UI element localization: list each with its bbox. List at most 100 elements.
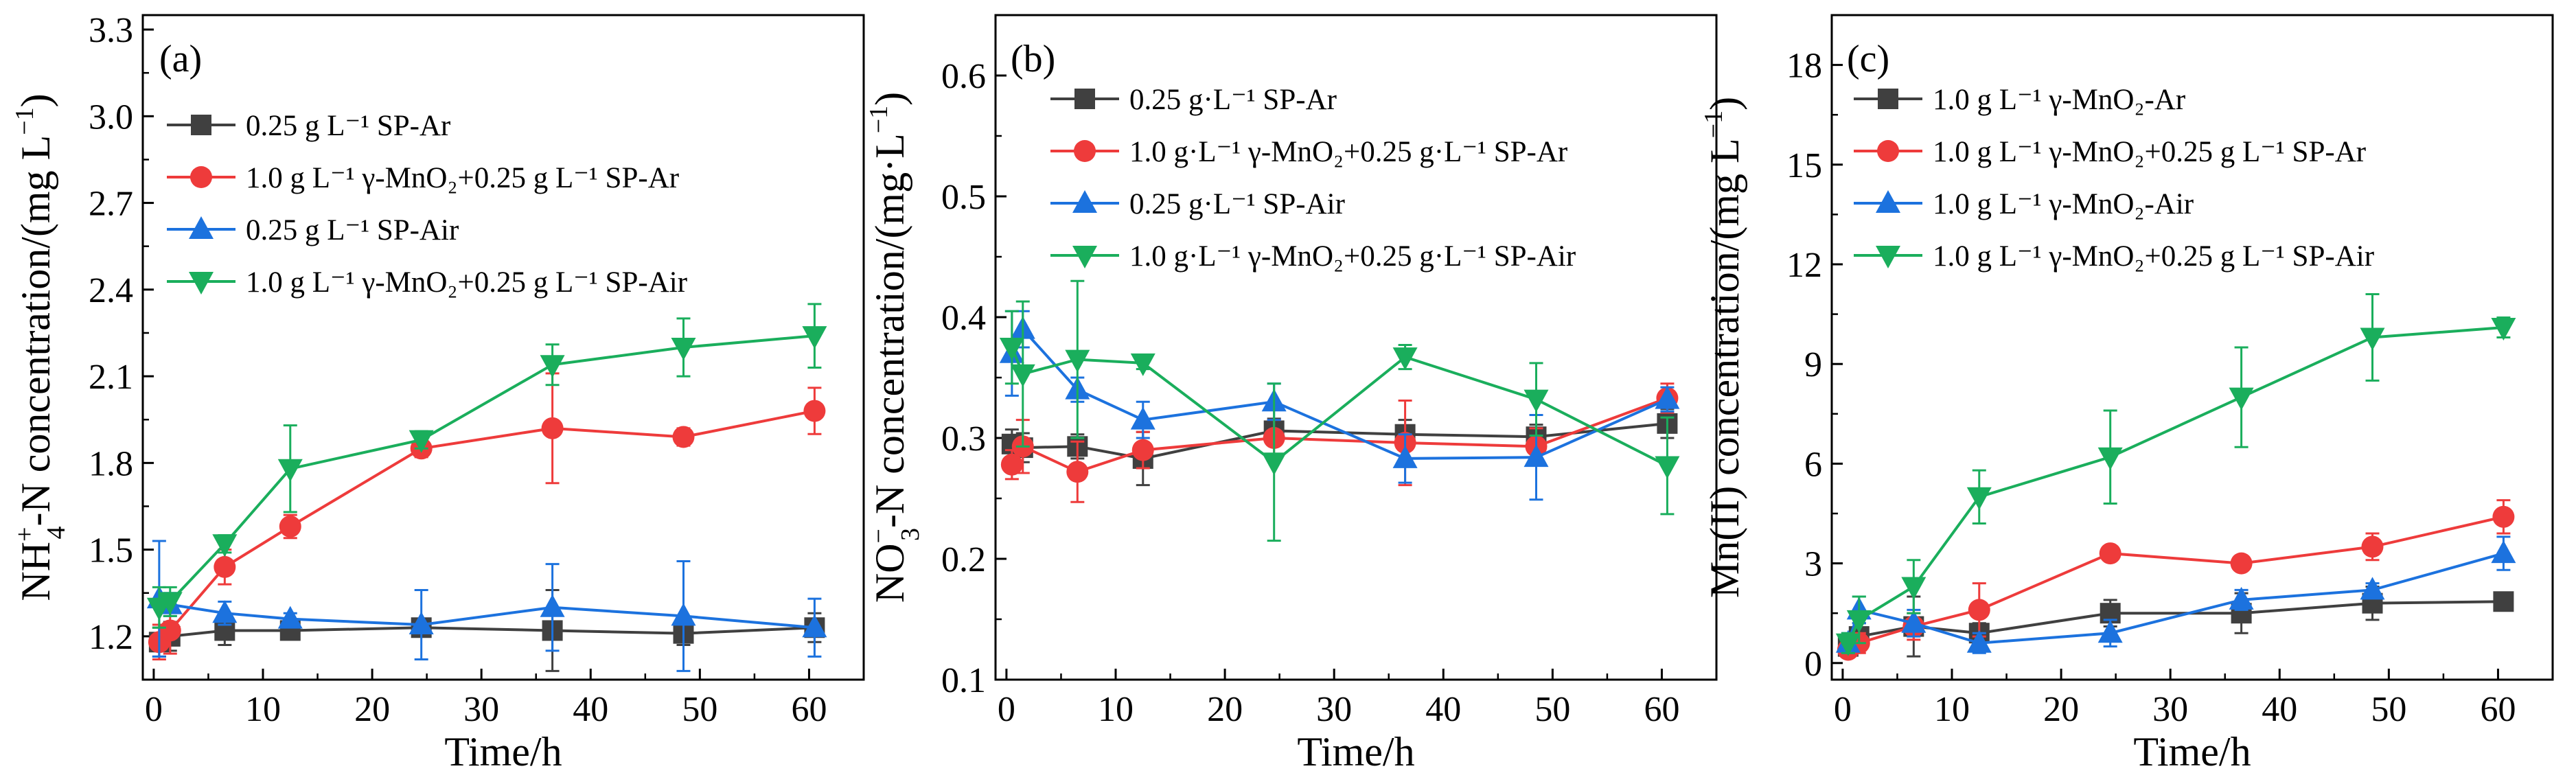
- x-tick-label: 20: [354, 690, 390, 729]
- data-point: [1130, 353, 1155, 376]
- series-black: [148, 589, 825, 672]
- series-line: [158, 409, 815, 643]
- x-tick-label: 50: [2371, 690, 2406, 729]
- legend-marker: [1877, 140, 1899, 162]
- data-point: [277, 459, 303, 482]
- data-point: [802, 326, 827, 349]
- legend-entry: 0.25 g L⁻¹ SP-Ar: [167, 110, 450, 142]
- data-point: [1261, 452, 1287, 476]
- panel-label: (a): [159, 38, 202, 80]
- legend-marker: [1876, 246, 1900, 268]
- data-point: [1901, 610, 1927, 633]
- data-point: [2229, 387, 2254, 411]
- y-tick-label: 3.3: [89, 11, 133, 50]
- legend-entry: 1.0 g L⁻¹ γ-MnO₂+0.25 g L⁻¹ SP-Air: [1854, 240, 2374, 273]
- x-tick-label: 60: [791, 690, 827, 729]
- data-point: [409, 430, 434, 453]
- y-tick-label: 12: [1786, 246, 1822, 285]
- data-point: [671, 338, 696, 360]
- x-tick-label: 10: [1098, 690, 1134, 729]
- y-tick-label: 0.2: [941, 540, 986, 579]
- legend-label: 0.25 g·L⁻¹ SP-Ar: [1129, 84, 1337, 116]
- data-point: [2099, 542, 2121, 565]
- x-tick-label: 20: [2043, 690, 2079, 729]
- legend-entry: 1.0 g L⁻¹ γ-MnO₂+0.25 g L⁻¹ SP-Ar: [167, 162, 679, 194]
- legend-entry: 1.0 g·L⁻¹ γ-MnO₂+0.25 g·L⁻¹ SP-Ar: [1050, 136, 1567, 168]
- x-tick-label: 10: [245, 690, 281, 729]
- x-tick-label: 40: [2262, 690, 2297, 729]
- series-blue: [146, 540, 827, 672]
- data-point: [157, 592, 183, 615]
- y-tick-label: 2.4: [89, 271, 133, 310]
- y-tick-label: 0.3: [941, 419, 986, 459]
- chart-panel-3: 0 10 20 30 40 50 60 0 3 6 9 12 15 18 Time/h Mn(II) conc…: [1699, 14, 2554, 774]
- series-green: [146, 303, 827, 629]
- x-tick-label: 60: [2480, 690, 2516, 729]
- x-tick-label: 50: [682, 690, 717, 729]
- x-tick-label: 40: [573, 690, 608, 729]
- data-point: [277, 606, 303, 629]
- y-tick-label: 2.7: [89, 185, 133, 224]
- y-tick-label: 0.4: [941, 299, 986, 338]
- y-tick-label: 1.5: [89, 531, 133, 570]
- y-axis-title: NH+ 4-N concentration/(mg L−1): [10, 93, 71, 601]
- legend-marker: [1074, 140, 1096, 162]
- legend-entry: 1.0 g L⁻¹ γ-MnO₂-Air: [1854, 188, 2194, 220]
- y-tick-label: 1.2: [89, 618, 133, 657]
- y-tick-label: 0.5: [941, 178, 986, 217]
- y-tick-label: 2.1: [89, 358, 133, 397]
- y-tick-label: 18: [1786, 47, 1822, 86]
- x-tick-label: 0: [145, 690, 163, 729]
- data-point: [999, 338, 1024, 360]
- data-point: [1655, 456, 1680, 479]
- legend-marker: [1072, 190, 1097, 213]
- data-point: [1010, 364, 1035, 387]
- x-axis-title: Time/h: [444, 729, 562, 774]
- legend-label: 1.0 g·L⁻¹ γ-MnO₂+0.25 g·L⁻¹ SP-Ar: [1129, 136, 1567, 168]
- data-point: [214, 555, 236, 578]
- x-tick-label: 20: [1207, 690, 1243, 729]
- data-point: [1066, 461, 1089, 483]
- data-point: [2491, 317, 2516, 341]
- series-line: [158, 626, 815, 644]
- legend-entry: 1.0 g L⁻¹ γ-MnO₂-Ar: [1854, 84, 2185, 116]
- data-point: [1131, 439, 1154, 461]
- data-point: [1655, 386, 1680, 409]
- series-blue: [999, 310, 1680, 501]
- x-tick-label: 0: [998, 690, 1015, 729]
- data-point: [2492, 505, 2515, 528]
- data-point: [2229, 586, 2254, 610]
- chart-panel-2: 0 10 20 30 40 50 60 0.1 0.2 0.3 0.4 0.5 0.6 Time/h NO−…: [864, 14, 1718, 774]
- panel-label: (b): [1011, 38, 1055, 80]
- data-point: [212, 534, 238, 557]
- legend-marker: [189, 216, 214, 239]
- data-point: [1966, 630, 1992, 653]
- x-tick-label: 50: [1534, 690, 1570, 729]
- data-point: [2097, 620, 2123, 643]
- x-tick-label: 40: [1425, 690, 1461, 729]
- data-point: [2493, 591, 2514, 612]
- series-green: [1835, 293, 2516, 656]
- x-tick-label: 30: [463, 690, 499, 729]
- data-point: [2230, 552, 2253, 575]
- legend-label: 0.25 g·L⁻¹ SP-Air: [1129, 188, 1345, 220]
- legend-marker: [191, 115, 211, 135]
- data-point: [2361, 535, 2384, 558]
- series-line: [1847, 600, 2504, 648]
- legend-entry: 1.0 g·L⁻¹ γ-MnO₂+0.25 g·L⁻¹ SP-Air: [1050, 240, 1576, 273]
- data-point: [541, 417, 564, 439]
- legend-label: 1.0 g L⁻¹ γ-MnO₂+0.25 g L⁻¹ SP-Air: [1933, 240, 2374, 273]
- y-tick-label: 15: [1786, 146, 1822, 185]
- data-point: [1523, 444, 1549, 468]
- legend-label: 0.25 g L⁻¹ SP-Air: [246, 214, 459, 246]
- series-line: [158, 334, 815, 609]
- legend-marker: [1876, 190, 1900, 213]
- y-tick-label: 0: [1804, 645, 1822, 684]
- y-tick-label: 3: [1804, 545, 1822, 584]
- data-point: [279, 515, 301, 538]
- data-point: [540, 355, 565, 378]
- y-axis-title: Mn(II) concentration/(mg L−1): [1699, 97, 1747, 598]
- legend-marker: [190, 166, 212, 188]
- data-point: [1966, 487, 1992, 510]
